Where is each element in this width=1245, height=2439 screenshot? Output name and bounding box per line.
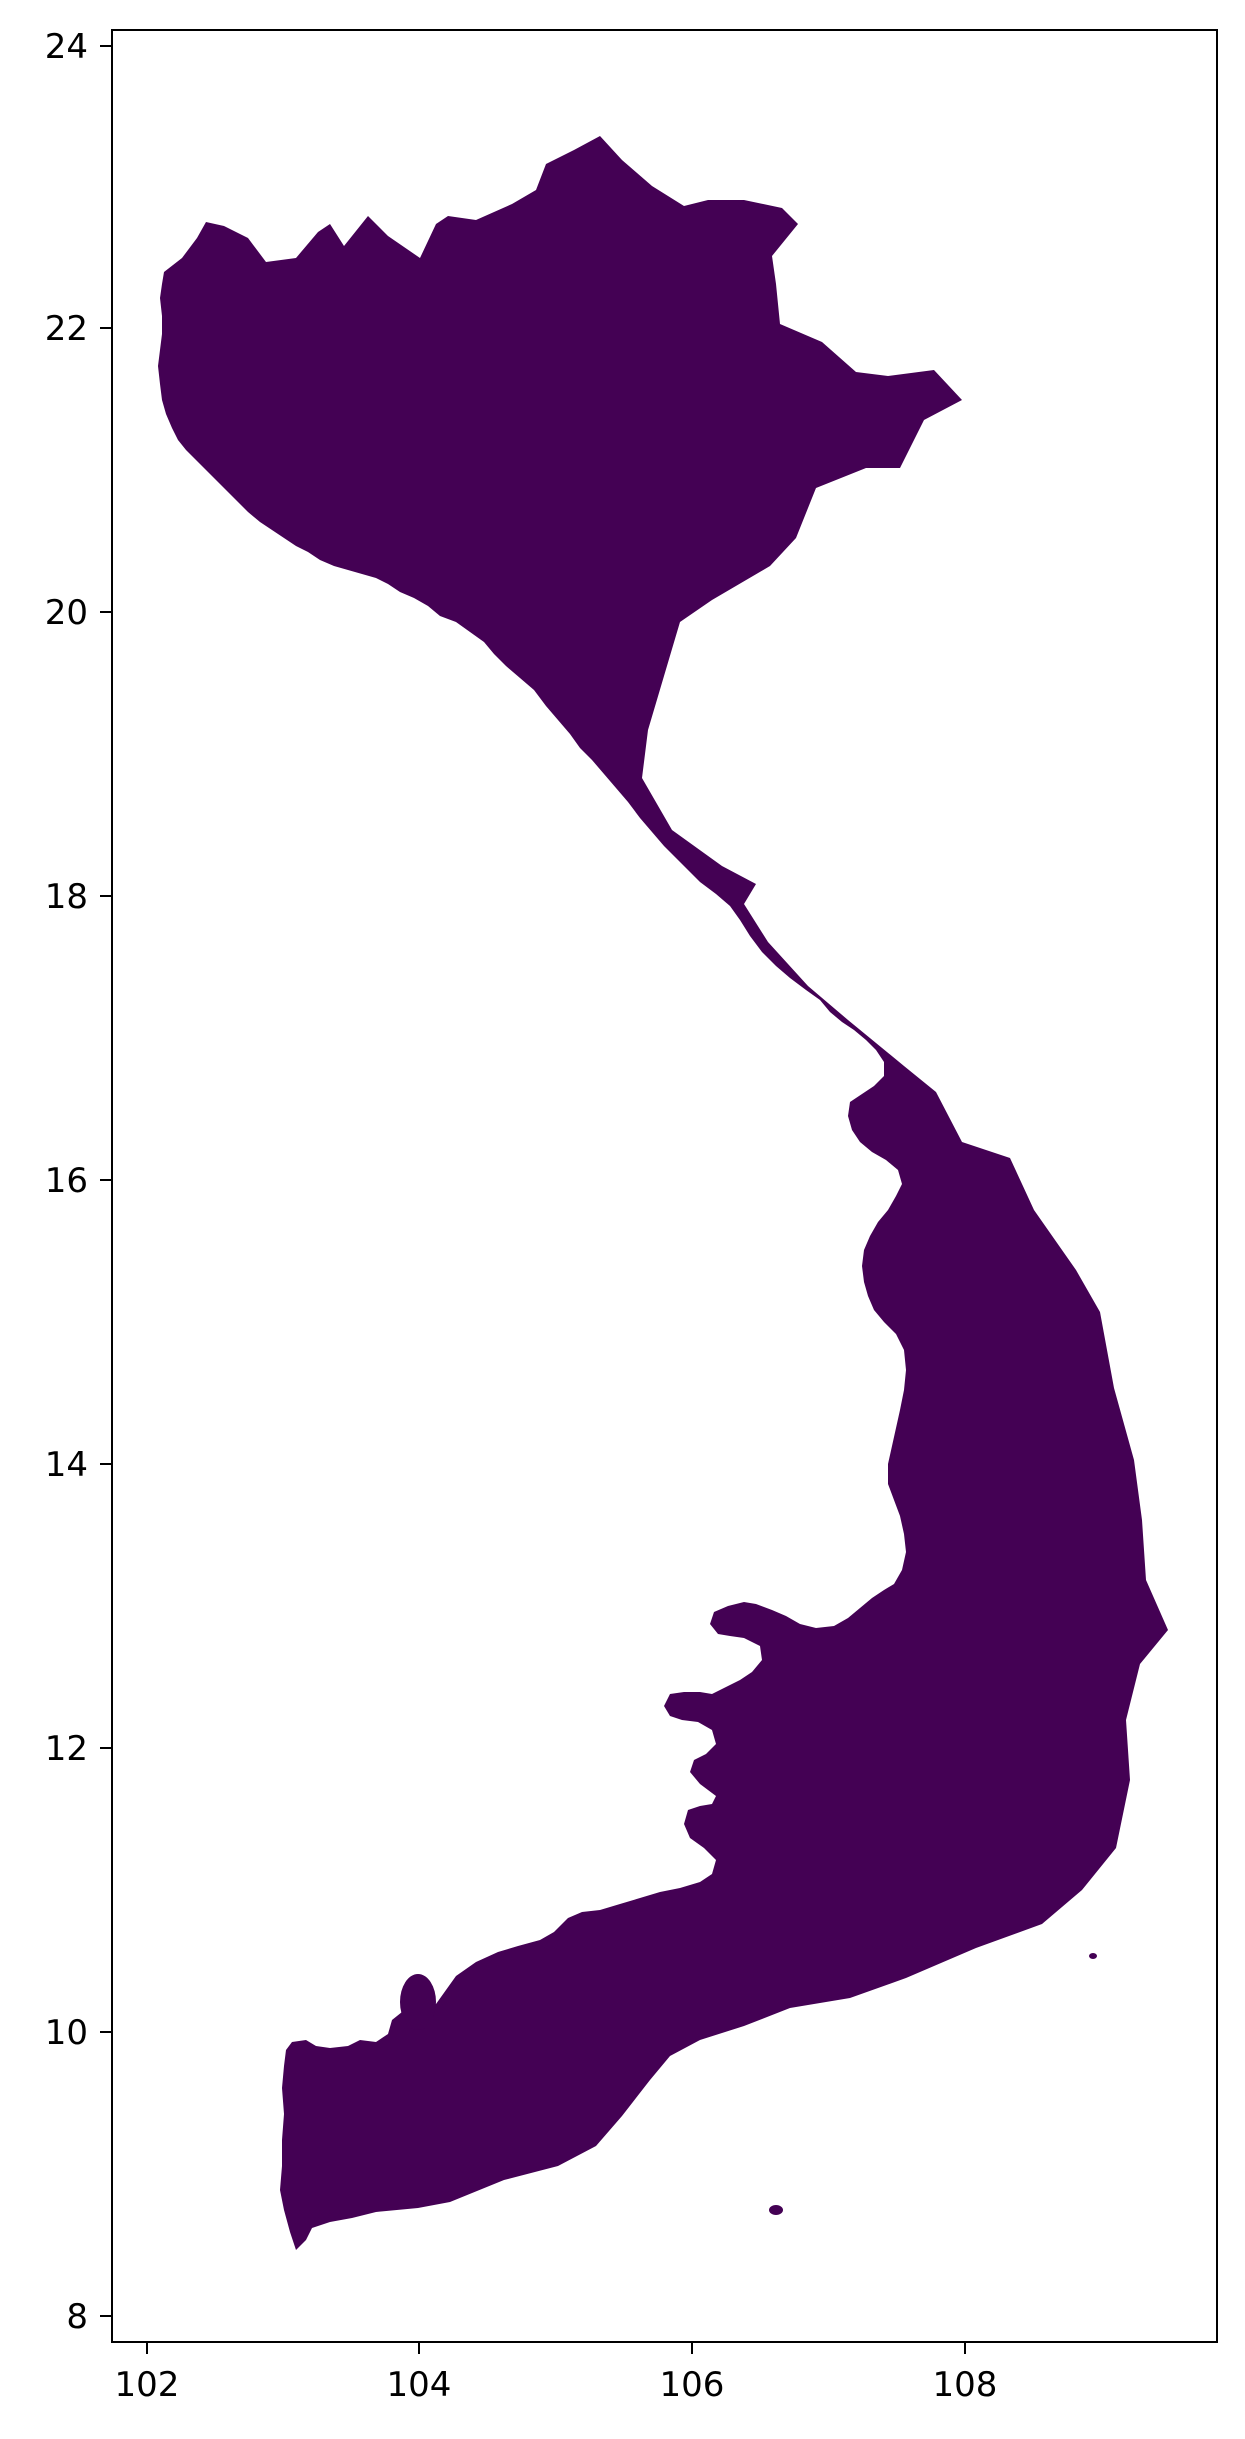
island-east (1089, 1953, 1097, 1959)
y-tick-label: 16 (45, 1161, 88, 1201)
x-tick-label: 102 (115, 2365, 180, 2405)
x-tick-label: 108 (933, 2365, 998, 2405)
y-tick-label: 8 (66, 2297, 88, 2337)
y-tick-label: 18 (45, 877, 88, 917)
y-tick-label: 14 (45, 1445, 88, 1485)
x-axis: 102 104 106 108 (115, 2342, 998, 2405)
country-mainland (158, 136, 1168, 2250)
y-tick-label: 20 (45, 593, 88, 633)
x-tick-label: 104 (387, 2365, 452, 2405)
y-tick-label: 22 (45, 309, 88, 349)
x-tick-label: 106 (660, 2365, 725, 2405)
y-tick-label: 10 (45, 2013, 88, 2053)
island-phu-quoc (400, 1974, 436, 2030)
y-tick-label: 12 (45, 1729, 88, 1769)
island-con-dao (769, 2205, 783, 2215)
y-tick-label: 24 (45, 27, 88, 67)
y-axis: 8 10 12 14 16 18 20 22 24 (45, 27, 112, 2337)
